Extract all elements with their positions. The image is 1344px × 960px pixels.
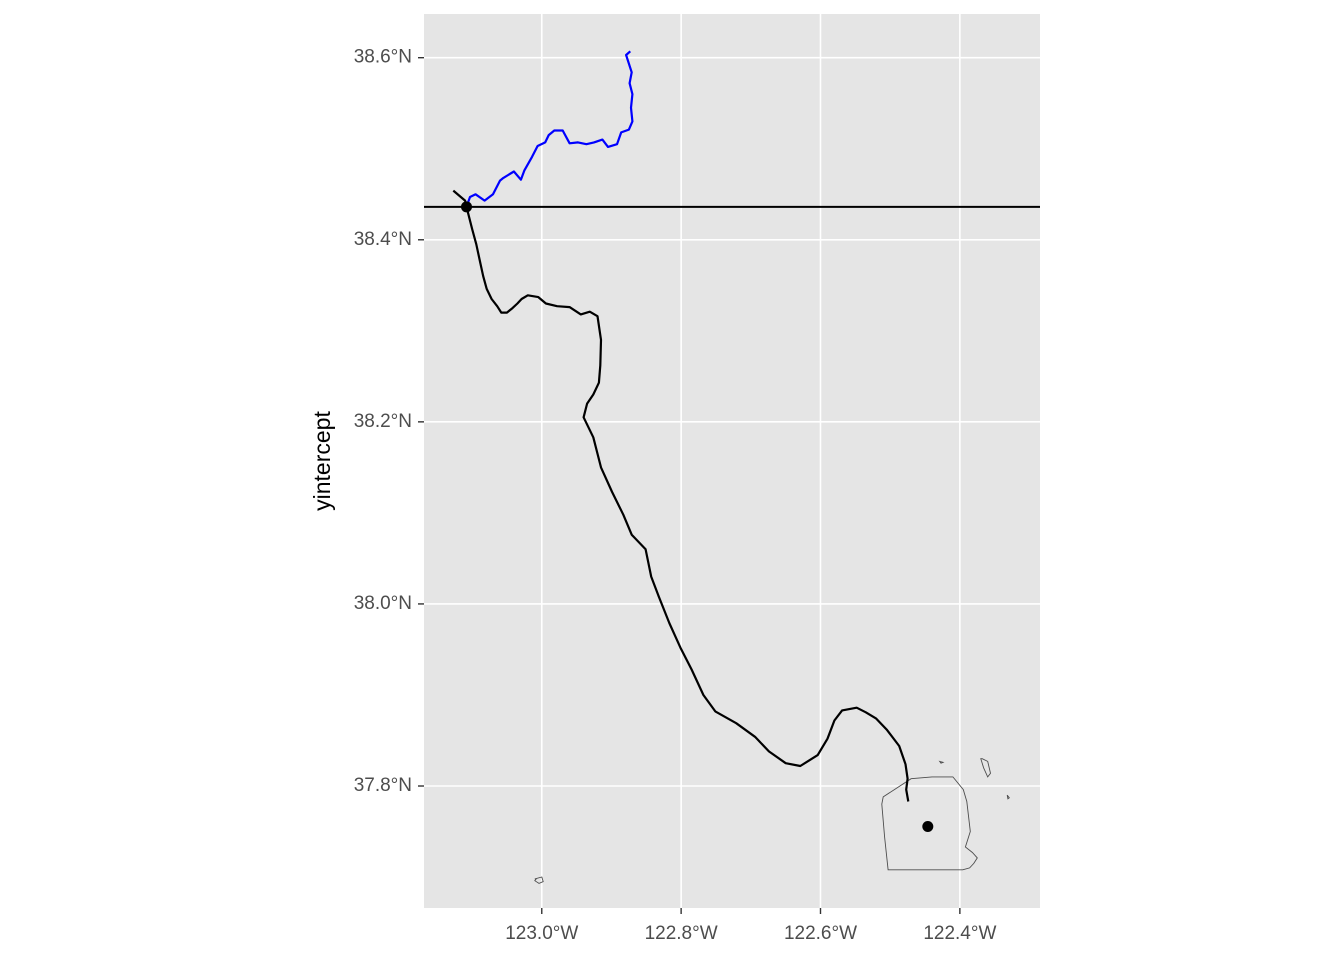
grid-lines: [424, 14, 1040, 908]
boundary-outline: [938, 760, 945, 764]
axis-ticks: 123.0°W 122.8°W 122.6°W 122.4°W 37.8°N 38.0°N…: [354, 47, 997, 944]
y-tick-label: 38.4°N: [354, 229, 412, 250]
boundary-outline: [881, 776, 978, 871]
x-tick-label: 122.6°W: [784, 923, 857, 944]
map-point: [922, 821, 934, 833]
boundary-outline: [534, 876, 544, 884]
y-tick-label: 38.0°N: [354, 593, 412, 614]
map-features: [424, 50, 1040, 884]
x-tick-label: 122.4°W: [923, 923, 996, 944]
river-line: [465, 50, 634, 208]
y-tick-label: 38.2°N: [354, 411, 412, 432]
plot-panel: [424, 14, 1040, 908]
boundary-outline: [980, 758, 991, 778]
map-point: [461, 201, 473, 213]
x-tick-label: 122.8°W: [645, 923, 718, 944]
y-tick-label: 38.6°N: [354, 47, 412, 68]
boundary-outline: [1006, 794, 1010, 800]
y-tick-label: 37.8°N: [354, 775, 412, 796]
y-axis-title: yintercept: [309, 411, 335, 511]
route-line: [452, 189, 910, 802]
x-tick-label: 123.0°W: [505, 923, 578, 944]
